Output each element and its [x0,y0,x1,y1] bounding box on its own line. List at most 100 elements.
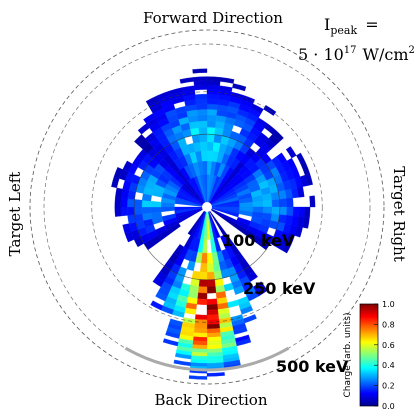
heatmap-cell [285,146,297,159]
intensity-equals: = [365,15,378,34]
heatmap-cell [114,197,122,208]
heatmap-cell [206,103,218,110]
heatmap-cell [206,304,218,311]
heatmap-cell [194,84,208,91]
heatmap-cell [298,206,305,218]
heatmap-cell [206,126,216,135]
direction-label-forward: Forward Direction [143,9,283,27]
colorbar-tick-label: 0.6 [382,341,395,350]
heatmap-cell [165,330,181,339]
heatmap-cell [195,314,208,321]
heatmap-cell [155,291,168,302]
heatmap-cell [193,328,208,334]
heatmap-cell [206,314,219,321]
origin-marker [202,202,212,212]
direction-label-left: Target Left [6,172,24,257]
intensity-exponent: 17 [344,45,357,56]
heatmap-cell [206,98,219,105]
heatmap-cell [186,260,196,271]
heatmap-cell [133,199,143,208]
heatmap-cell [206,80,221,86]
heatmap-cell [120,206,128,217]
heatmap-cell [150,206,162,214]
colorbar-gradient [359,303,379,407]
colorbar-label: Charge (arb. units) [343,313,353,398]
heatmap-cell [206,93,219,100]
heatmap-cell [206,114,217,122]
heatmap-cell [198,279,208,288]
heatmap-cell [141,200,152,208]
heatmap-cell [199,133,208,143]
heatmap-cell [206,84,220,91]
heatmap-cell [294,225,303,238]
heatmap-cell [206,323,220,330]
heatmap-cell [196,103,208,110]
heatmap-cell [191,134,201,144]
heatmap-cell [206,271,215,281]
direction-label-right: Target Right [390,166,408,262]
heatmap-cell [198,126,208,135]
heatmap-cell [206,252,214,264]
heatmap-cell [141,206,152,214]
heatmap-cell [206,332,221,338]
heatmap-cell [188,375,208,380]
intensity-unit-exponent: 2 [409,45,415,56]
heatmap-cell [297,186,305,198]
heatmap-cell [206,372,225,377]
colorbar: 0.0 0.2 0.4 0.6 0.8 1.0 Charge (arb. units) [343,300,395,411]
heatmap-cell [300,162,311,176]
heatmap-cell [309,195,316,208]
heatmap-cell [270,191,280,201]
colorbar-tick-label: 1.0 [382,300,395,309]
heatmap-cell [133,206,143,215]
heatmap-cell [134,213,144,223]
colorbar-ticks: 0.0 0.2 0.4 0.6 0.8 1.0 [374,300,395,411]
heatmap-cell [111,176,120,189]
heatmap-cell [115,187,123,199]
heatmap-cell [175,352,192,360]
heatmap-cell [227,299,240,309]
heatmap-cell [187,206,208,236]
heatmap-cell [197,286,208,294]
heatmap-cell [223,282,234,292]
heatmap-cell [252,200,264,208]
outer-boundary-circle [29,29,385,385]
heatmap-cell [191,270,201,280]
heatmap-cell [197,292,208,300]
outer-circle [29,29,385,385]
heatmap-cell [197,114,208,122]
heatmap-cell [194,323,208,330]
heatmap-cell [271,199,281,208]
heatmap-cell [272,130,284,142]
heatmap-cell [196,109,208,116]
heatmap-cell [302,217,310,229]
heatmap-cell [206,298,218,305]
heatmap-cell [206,328,221,334]
heatmap-cell [296,152,306,166]
colorbar-tick-label: 0.0 [382,402,395,411]
heatmap-cell [206,336,222,342]
heatmap-cell [162,338,179,347]
heatmap-cell [195,93,208,100]
intensity-coefficient: 5 · 10 [298,45,344,64]
colorbar-tick-label: 0.2 [382,382,395,391]
svg-text:Ipeak: Ipeak [324,15,357,37]
heatmap-cell [150,300,164,311]
heatmap-cell [200,262,208,273]
energy-arc-marker [124,346,290,372]
heatmap-cell [126,206,135,216]
ring-label-100: 100 keV [222,231,295,250]
intensity-unit: W/cm [363,45,409,64]
heatmap-cell [193,76,208,82]
heatmap-cell [113,167,123,179]
ring-labels: 100 keV 250 keV 500 keV [222,231,349,376]
heatmap-cell [120,197,128,208]
energy-rings [43,43,371,372]
heatmap-cell [262,200,273,208]
heatmap-cell [304,206,311,218]
heatmap-cell [213,270,223,280]
heatmap-cell [206,286,217,294]
intensity-subscript: peak [330,24,357,37]
heatmap-cell [160,206,175,212]
